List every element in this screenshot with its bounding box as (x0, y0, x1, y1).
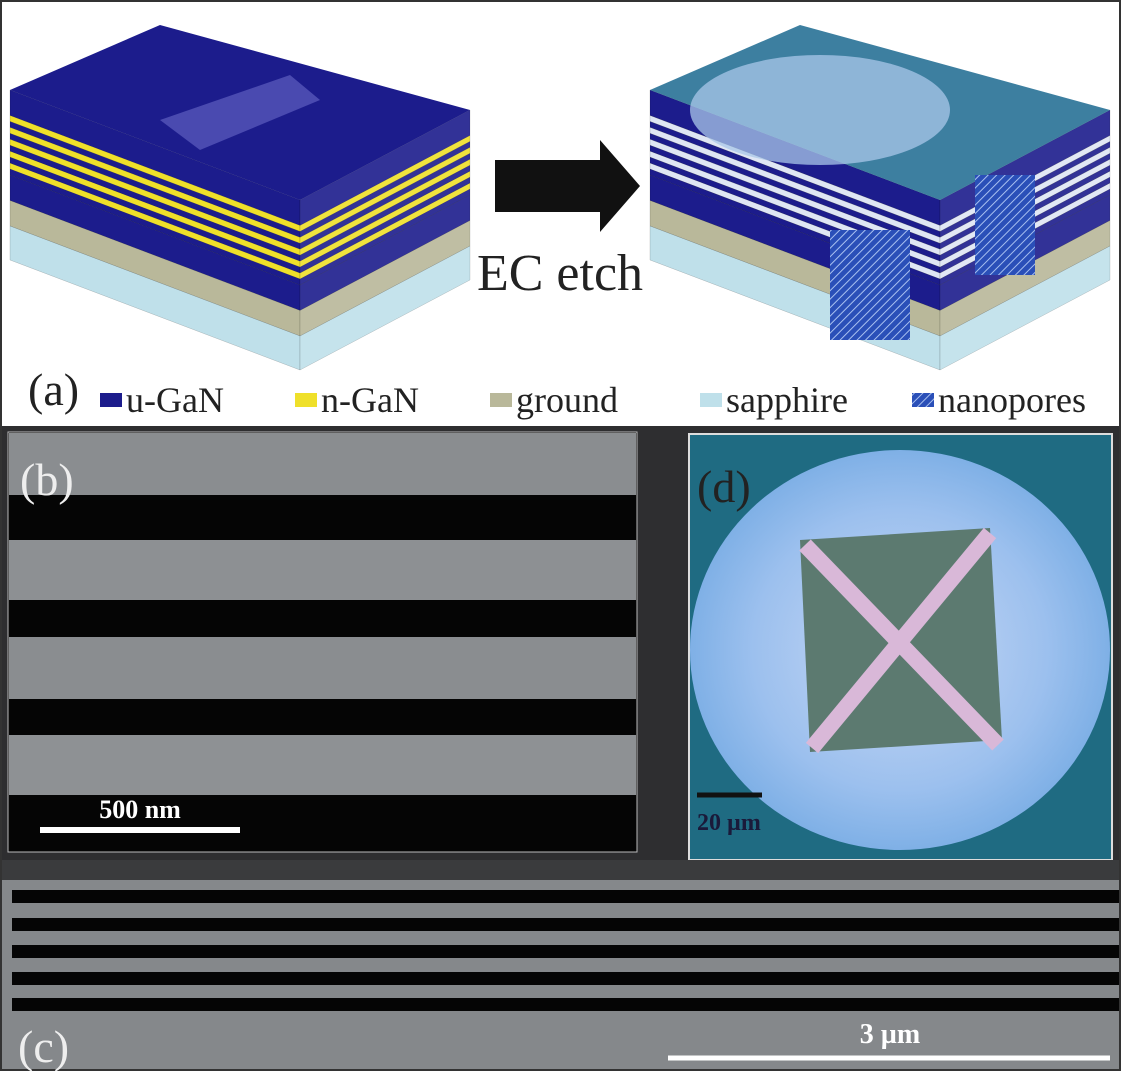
legend-swatch (912, 393, 934, 407)
panel-label: (d) (697, 461, 751, 512)
scale-bar-label: 500 nm (99, 795, 181, 824)
panel-label: (b) (20, 454, 74, 505)
legend-swatch (100, 393, 122, 407)
panel-label: (c) (18, 1021, 69, 1071)
legend-swatch (700, 393, 722, 407)
panel-d (688, 433, 1113, 861)
panel-b (7, 431, 638, 853)
legend: u-GaN n-GaN ground sapphire nanopores (100, 380, 1086, 420)
legend-swatch (490, 393, 512, 407)
scale-bar-label: 20 µm (697, 810, 761, 836)
nanopores (830, 230, 910, 340)
layer (299, 245, 471, 371)
etched-region (690, 55, 950, 165)
legend-swatch (295, 393, 317, 407)
legend-label: sapphire (726, 380, 848, 420)
arrow-label: EC etch (477, 245, 643, 302)
nanopores (975, 175, 1035, 275)
arrow (495, 140, 640, 232)
legend-label: nanopores (938, 380, 1086, 420)
layer (939, 245, 1111, 371)
legend-label: n-GaN (321, 380, 419, 420)
schematic (9, 25, 1111, 371)
panel-label: (a) (28, 364, 79, 415)
legend-label: ground (516, 380, 618, 420)
trench (160, 75, 320, 150)
legend-label: u-GaN (126, 380, 224, 420)
panel-c (2, 860, 1119, 1069)
scale-bar-label: 3 µm (860, 1019, 920, 1050)
